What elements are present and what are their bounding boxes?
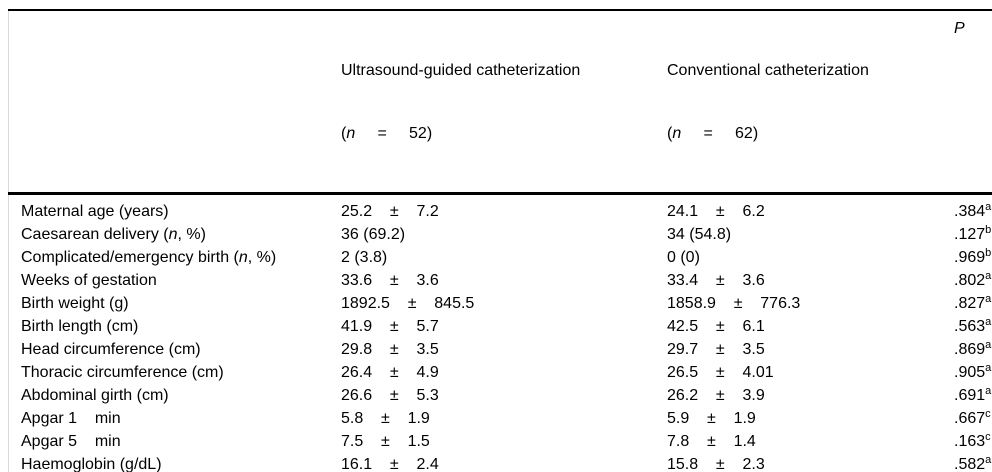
header-p-column: P [954, 10, 992, 195]
table-row: Birth weight (g) 1892.5 ± 845.5 1858.9 ±… [9, 292, 992, 315]
row-label: Thoracic circumference (cm) [21, 364, 224, 381]
ultrasound-value: 1892.5 ± 845.5 [341, 295, 475, 312]
p-value: .667c [954, 408, 991, 428]
row-label: Maternal age (years) [21, 203, 169, 220]
table-row: Apgar 5 min 7.5 ± 1.5 7.8 ± 1.4 .163c [9, 430, 992, 453]
header-label-column [8, 10, 341, 195]
conventional-value: 5.9 ± 1.9 [667, 410, 756, 427]
header-conventional-n: (n = 62) [667, 125, 759, 142]
table-row: Thoracic circumference (cm) 26.4 ± 4.9 2… [9, 361, 992, 384]
p-value: .869a [954, 339, 992, 359]
row-label: Abdominal girth (cm) [21, 387, 169, 404]
conventional-value: 7.8 ± 1.4 [667, 433, 756, 450]
conventional-value: 29.7 ± 3.5 [667, 341, 765, 358]
table-row: Weeks of gestation 33.6 ± 3.6 33.4 ± 3.6… [9, 269, 992, 292]
ultrasound-value: 26.4 ± 4.9 [341, 364, 439, 381]
p-value: .582a [954, 454, 992, 472]
table-row: Maternal age (years) 25.2 ± 7.2 24.1 ± 6… [9, 194, 992, 224]
header-row: Ultrasound-guided catheterization (n = 5… [8, 10, 992, 195]
row-label: Haemoglobin (g/dL) [21, 456, 162, 472]
table-row: Apgar 1 min 5.8 ± 1.9 5.9 ± 1.9 .667c [9, 407, 992, 430]
header-conventional-group: Conventional catheterization (n = 62) [667, 10, 954, 195]
table-body: Maternal age (years) 25.2 ± 7.2 24.1 ± 6… [9, 194, 992, 472]
table-header: Ultrasound-guided catheterization (n = 5… [8, 10, 992, 195]
ultrasound-value: 29.8 ± 3.5 [341, 341, 439, 358]
p-value: .905a [954, 362, 992, 382]
table-row: Abdominal girth (cm) 26.6 ± 5.3 26.2 ± 3… [9, 384, 992, 407]
conventional-value: 33.4 ± 3.6 [667, 272, 765, 289]
row-label: Weeks of gestation [21, 272, 157, 289]
conventional-value: 1858.9 ± 776.3 [667, 295, 801, 312]
ultrasound-value: 16.1 ± 2.4 [341, 456, 439, 472]
ultrasound-value: 25.2 ± 7.2 [341, 203, 439, 220]
ultrasound-value: 33.6 ± 3.6 [341, 272, 439, 289]
header-ultrasound-group: Ultrasound-guided catheterization (n = 5… [341, 10, 667, 195]
p-value: .969b [954, 247, 992, 267]
row-label: Birth weight (g) [21, 295, 129, 312]
table-row: Birth length (cm) 41.9 ± 5.7 42.5 ± 6.1 … [9, 315, 992, 338]
p-value: .163c [954, 431, 991, 451]
p-value: .827a [954, 293, 992, 313]
table-row: Head circumference (cm) 29.8 ± 3.5 29.7 … [9, 338, 992, 361]
ultrasound-value: 41.9 ± 5.7 [341, 318, 439, 335]
ultrasound-value: 7.5 ± 1.5 [341, 433, 430, 450]
conventional-value: 0 (0) [667, 249, 700, 266]
p-value: .384a [954, 201, 992, 221]
baseline-characteristics-table: Ultrasound-guided catheterization (n = 5… [8, 9, 992, 472]
row-label: Apgar 5 min [21, 433, 121, 450]
ultrasound-value: 36 (69.2) [341, 226, 406, 243]
header-ultrasound-title: Ultrasound-guided catheterization [341, 62, 581, 79]
header-ultrasound-n: (n = 52) [341, 125, 433, 142]
conventional-value: 34 (54.8) [667, 226, 732, 243]
p-value: .127b [954, 224, 992, 244]
table-row: Caesarean delivery (n, %) 36 (69.2) 34 (… [9, 223, 992, 246]
p-value: .802a [954, 270, 992, 290]
row-label: Caesarean delivery (n, %) [21, 226, 206, 243]
ultrasound-value: 26.6 ± 5.3 [341, 387, 439, 404]
conventional-value: 42.5 ± 6.1 [667, 318, 765, 335]
conventional-value: 26.2 ± 3.9 [667, 387, 765, 404]
p-value: .691a [954, 385, 992, 405]
row-label: Head circumference (cm) [21, 341, 201, 358]
table-row: Complicated/emergency birth (n, %) 2 (3.… [9, 246, 992, 269]
ultrasound-value: 2 (3.8) [341, 249, 388, 266]
row-label: Birth length (cm) [21, 318, 139, 335]
conventional-value: 24.1 ± 6.2 [667, 203, 765, 220]
header-conventional-title: Conventional catheterization [667, 62, 869, 79]
conventional-value: 26.5 ± 4.01 [667, 364, 774, 381]
conventional-value: 15.8 ± 2.3 [667, 456, 765, 472]
p-value: .563a [954, 316, 992, 336]
ultrasound-value: 5.8 ± 1.9 [341, 410, 430, 427]
row-label: Apgar 1 min [21, 410, 121, 427]
row-label: Complicated/emergency birth (n, %) [21, 249, 277, 266]
table-row: Haemoglobin (g/dL) 16.1 ± 2.4 15.8 ± 2.3… [9, 453, 992, 472]
